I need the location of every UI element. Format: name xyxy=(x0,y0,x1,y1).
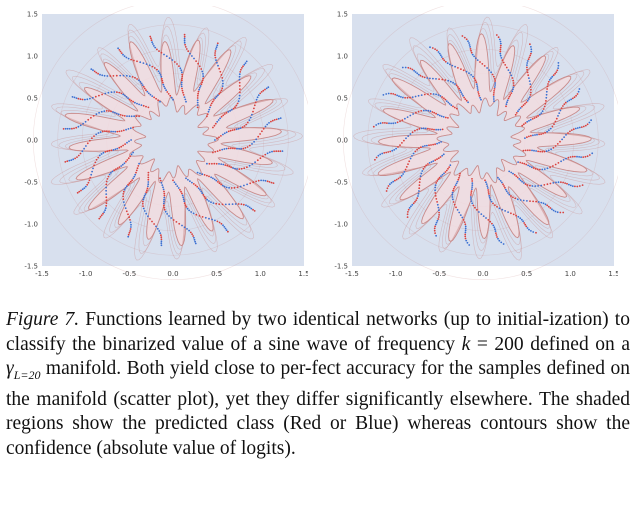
y-tick-label: 1.0 xyxy=(337,53,348,61)
manifold-scatter xyxy=(62,33,284,247)
y-tick-label: 0.5 xyxy=(27,95,38,103)
x-tick-label: 0.0 xyxy=(477,270,488,278)
right-decision-plot: -1.5 -1.0 -0.5 0.0 0.5 1.0 1.5 1.5 1.0 0.5 0.0 -0.5… xyxy=(334,6,618,280)
y-tick-label: 0.0 xyxy=(27,137,38,145)
y-tick-label: -1.5 xyxy=(24,263,38,271)
x-tick-label: -1.0 xyxy=(79,270,93,278)
x-tick-label: 1.5 xyxy=(298,270,308,278)
y-tick-label: -1.0 xyxy=(24,221,38,229)
y-tick-label: -0.5 xyxy=(334,179,348,187)
x-tick-label: 0.5 xyxy=(521,270,532,278)
y-tick-label: -1.0 xyxy=(334,221,348,229)
y-tick-label: 1.0 xyxy=(27,53,38,61)
x-tick-label: 0.0 xyxy=(167,270,178,278)
y-tick-label: -1.5 xyxy=(334,263,348,271)
x-tick-label: 1.5 xyxy=(608,270,618,278)
inner-blue-region xyxy=(436,97,527,184)
manifold-scatter xyxy=(372,34,594,246)
left-panel: -1.5 -1.0 -0.5 0.0 0.5 1.0 1.5 1.5 1.0 0.5 0.0 -0.5… xyxy=(8,6,308,296)
caption-label: Figure 7. xyxy=(6,309,80,330)
caption-gamma: γ xyxy=(6,358,14,380)
x-tick-label: -1.5 xyxy=(345,270,359,278)
y-tick-label: -0.5 xyxy=(24,179,38,187)
caption-eq: = 200 defined on a xyxy=(470,333,631,355)
caption-text-1: Functions learned by two identical netwo… xyxy=(6,309,630,355)
x-tick-label: -1.0 xyxy=(389,270,403,278)
caption-k: k xyxy=(461,333,471,355)
x-tick-label: -0.5 xyxy=(122,270,136,278)
inner-blue-region xyxy=(129,96,219,184)
right-panel: -1.5 -1.0 -0.5 0.0 0.5 1.0 1.5 1.5 1.0 0.5 0.0 -0.5… xyxy=(318,6,618,296)
x-tick-label: 1.0 xyxy=(565,270,576,278)
left-decision-plot: -1.5 -1.0 -0.5 0.0 0.5 1.0 1.5 1.5 1.0 0.5 0.0 -0.5… xyxy=(24,6,308,280)
caption-gamma-sub: L=20 xyxy=(13,368,41,383)
caption-text-2: manifold. Both yield close to per-fect a… xyxy=(6,358,630,459)
y-tick-label: 0.0 xyxy=(337,137,348,145)
figure-caption: Figure 7. Functions learned by two ident… xyxy=(6,308,630,461)
y-tick-label: 1.5 xyxy=(27,11,38,19)
x-tick-label: -1.5 xyxy=(35,270,49,278)
x-tick-label: 1.0 xyxy=(255,270,266,278)
y-tick-label: 0.5 xyxy=(337,95,348,103)
x-tick-label: -0.5 xyxy=(432,270,446,278)
x-tick-label: 0.5 xyxy=(211,270,222,278)
y-tick-label: 1.5 xyxy=(337,11,348,19)
